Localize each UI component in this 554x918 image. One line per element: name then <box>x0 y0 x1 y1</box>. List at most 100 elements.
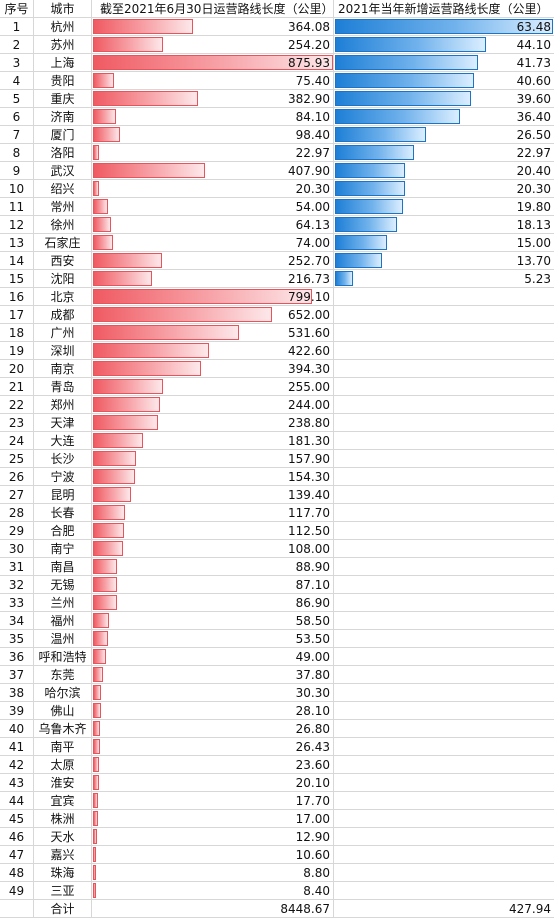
cell-new-length[interactable] <box>334 756 554 774</box>
cell-city[interactable]: 福州 <box>34 612 92 630</box>
cell-no[interactable]: 16 <box>0 288 34 306</box>
header-new-length[interactable]: 2021年当年新增运营路线长度（公里） <box>338 2 549 16</box>
header-no[interactable]: 序号 <box>0 0 34 18</box>
cell-city[interactable]: 苏州 <box>34 36 92 54</box>
cell-new-length[interactable] <box>334 684 554 702</box>
cell-city[interactable]: 宁波 <box>34 468 92 486</box>
cell-new-length[interactable]: 22.97 <box>334 144 554 162</box>
cell-new-length[interactable]: 44.10 <box>334 36 554 54</box>
cell-new-length[interactable] <box>334 504 554 522</box>
cell-city[interactable]: 南平 <box>34 738 92 756</box>
cell-no[interactable]: 35 <box>0 630 34 648</box>
cell-no[interactable]: 44 <box>0 792 34 810</box>
cell-total-length[interactable]: 108.00 <box>92 540 334 558</box>
cell-city[interactable]: 珠海 <box>34 864 92 882</box>
cell-new-length[interactable] <box>334 882 554 900</box>
cell-total-length[interactable]: 87.10 <box>92 576 334 594</box>
cell-total-length[interactable]: 244.00 <box>92 396 334 414</box>
cell-no[interactable]: 8 <box>0 144 34 162</box>
cell-total-length[interactable]: 255.00 <box>92 378 334 396</box>
cell-new-length[interactable] <box>334 792 554 810</box>
cell-city[interactable]: 重庆 <box>34 90 92 108</box>
cell-no[interactable]: 1 <box>0 18 34 36</box>
cell-new-length[interactable]: 18.13 <box>334 216 554 234</box>
cell-total-length[interactable]: 30.30 <box>92 684 334 702</box>
cell-city[interactable]: 洛阳 <box>34 144 92 162</box>
cell-city[interactable]: 成都 <box>34 306 92 324</box>
cell-new-length[interactable] <box>334 432 554 450</box>
cell-new-length[interactable] <box>334 414 554 432</box>
cell-no[interactable]: 46 <box>0 828 34 846</box>
cell-no[interactable]: 34 <box>0 612 34 630</box>
cell-city[interactable]: 石家庄 <box>34 234 92 252</box>
cell-city[interactable]: 长沙 <box>34 450 92 468</box>
cell-total-length[interactable]: 26.80 <box>92 720 334 738</box>
cell-new-length[interactable]: 26.50 <box>334 126 554 144</box>
cell-total-length[interactable]: 252.70 <box>92 252 334 270</box>
cell-no[interactable]: 14 <box>0 252 34 270</box>
cell-total-length[interactable]: 8.80 <box>92 864 334 882</box>
cell-new-length[interactable]: 13.70 <box>334 252 554 270</box>
cell-total-length[interactable]: 875.93 <box>92 54 334 72</box>
cell-no[interactable]: 42 <box>0 756 34 774</box>
cell-new-length[interactable]: 5.23 <box>334 270 554 288</box>
cell-total-length[interactable]: 181.30 <box>92 432 334 450</box>
cell-city[interactable]: 天水 <box>34 828 92 846</box>
cell-new-length[interactable] <box>334 666 554 684</box>
cell-new-length[interactable] <box>334 324 554 342</box>
cell-no[interactable]: 33 <box>0 594 34 612</box>
cell-city[interactable]: 兰州 <box>34 594 92 612</box>
cell-total-length[interactable]: 74.00 <box>92 234 334 252</box>
cell-total-length[interactable]: 49.00 <box>92 648 334 666</box>
cell-total-length[interactable]: 23.60 <box>92 756 334 774</box>
cell-new-length[interactable] <box>334 288 554 306</box>
cell-total-length[interactable]: 64.13 <box>92 216 334 234</box>
cell-new-length[interactable] <box>334 774 554 792</box>
cell-new-length[interactable] <box>334 576 554 594</box>
cell-no[interactable]: 29 <box>0 522 34 540</box>
cell-city[interactable]: 三亚 <box>34 882 92 900</box>
cell-no[interactable]: 28 <box>0 504 34 522</box>
cell-new-length[interactable] <box>334 702 554 720</box>
cell-city[interactable]: 长春 <box>34 504 92 522</box>
cell-new-length[interactable] <box>334 594 554 612</box>
cell-total-length[interactable]: 154.30 <box>92 468 334 486</box>
cell-total-length[interactable]: 8448.67 <box>92 900 334 918</box>
cell-total-length[interactable]: 98.40 <box>92 126 334 144</box>
cell-city[interactable]: 青岛 <box>34 378 92 396</box>
cell-new-length[interactable]: 41.73 <box>334 54 554 72</box>
cell-no[interactable]: 48 <box>0 864 34 882</box>
cell-total-length[interactable]: 54.00 <box>92 198 334 216</box>
cell-no[interactable]: 47 <box>0 846 34 864</box>
cell-total-length[interactable]: 8.40 <box>92 882 334 900</box>
cell-new-length[interactable] <box>334 306 554 324</box>
cell-new-length[interactable]: 40.60 <box>334 72 554 90</box>
cell-new-length[interactable] <box>334 630 554 648</box>
cell-no[interactable]: 32 <box>0 576 34 594</box>
cell-no[interactable]: 10 <box>0 180 34 198</box>
cell-city[interactable]: 北京 <box>34 288 92 306</box>
cell-no[interactable]: 26 <box>0 468 34 486</box>
cell-new-length[interactable] <box>334 468 554 486</box>
cell-total-length[interactable]: 86.90 <box>92 594 334 612</box>
cell-city[interactable]: 无锡 <box>34 576 92 594</box>
cell-city[interactable]: 合肥 <box>34 522 92 540</box>
cell-total-length[interactable]: 84.10 <box>92 108 334 126</box>
cell-new-length[interactable] <box>334 360 554 378</box>
cell-no[interactable]: 23 <box>0 414 34 432</box>
cell-new-length[interactable]: 427.94 <box>334 900 554 918</box>
cell-no[interactable]: 5 <box>0 90 34 108</box>
cell-city[interactable]: 太原 <box>34 756 92 774</box>
cell-no[interactable]: 2 <box>0 36 34 54</box>
cell-new-length[interactable] <box>334 738 554 756</box>
cell-city[interactable]: 大连 <box>34 432 92 450</box>
cell-no[interactable]: 49 <box>0 882 34 900</box>
cell-new-length[interactable] <box>334 648 554 666</box>
cell-no[interactable]: 25 <box>0 450 34 468</box>
cell-total-length[interactable]: 157.90 <box>92 450 334 468</box>
cell-new-length[interactable] <box>334 450 554 468</box>
cell-no[interactable]: 19 <box>0 342 34 360</box>
cell-total-length[interactable]: 382.90 <box>92 90 334 108</box>
cell-total-length[interactable]: 117.70 <box>92 504 334 522</box>
cell-total-length[interactable]: 394.30 <box>92 360 334 378</box>
